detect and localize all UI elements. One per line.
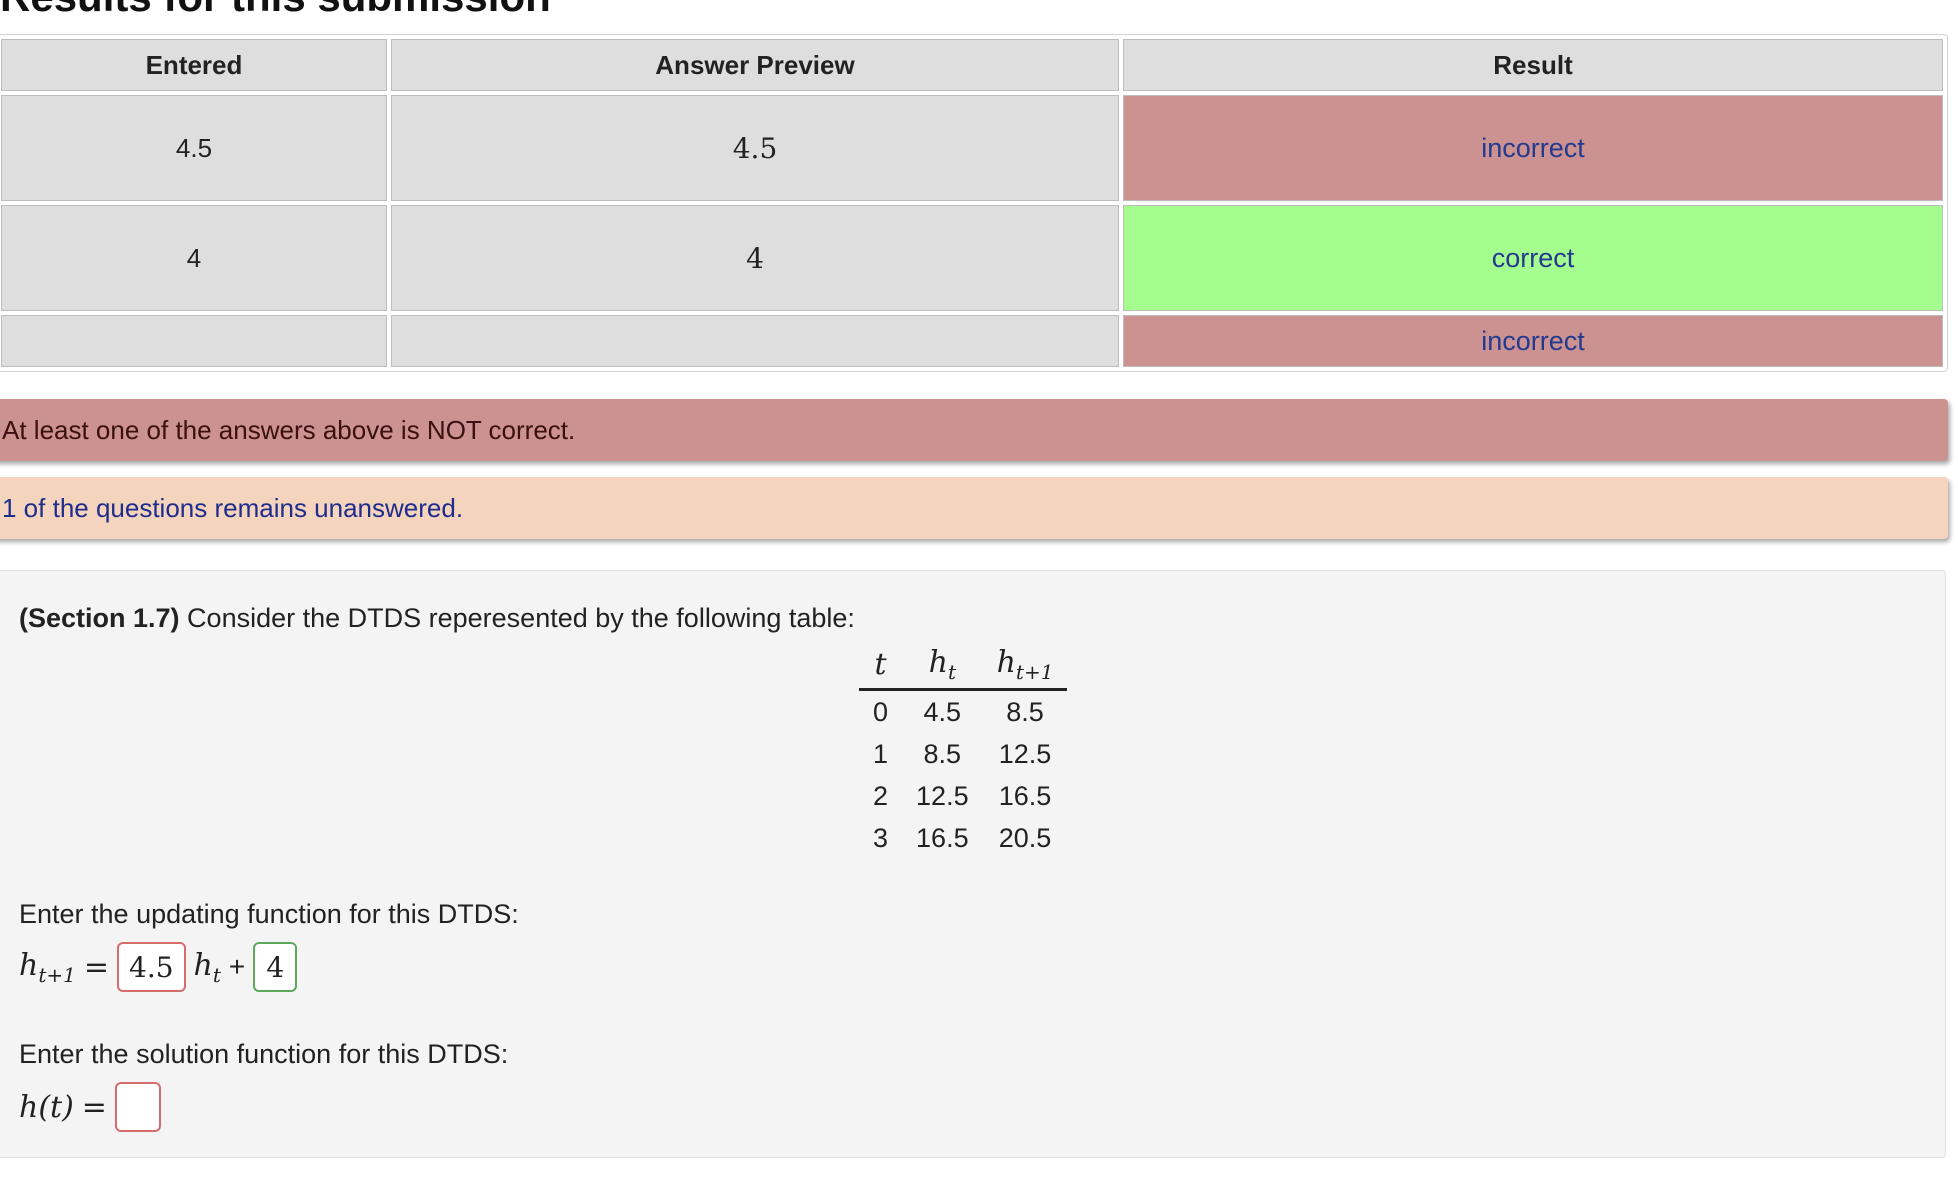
results-header-row: Entered Answer Preview Result bbox=[1, 39, 1943, 91]
dtds-header-ht1: ht+1 bbox=[982, 643, 1068, 691]
table-row: 4 4 correct bbox=[1, 205, 1943, 311]
column-header-answer-preview: Answer Preview bbox=[391, 39, 1119, 91]
dtds-header-row: t ht ht+1 bbox=[859, 643, 1068, 691]
updating-function-prompt: Enter the updating function for this DTD… bbox=[19, 899, 519, 929]
plus-sign: + bbox=[228, 951, 246, 982]
section-label: (Section 1.7) bbox=[19, 603, 180, 633]
dtds-cell: 8.5 bbox=[923, 738, 962, 769]
table-row: incorrect bbox=[1, 315, 1943, 367]
answer-input-constant[interactable]: 4 bbox=[253, 942, 298, 992]
answer-preview-cell: 4.5 bbox=[391, 95, 1119, 201]
dtds-cell: 2 bbox=[873, 780, 889, 811]
answer-input-solution[interactable] bbox=[114, 1082, 161, 1132]
incorrect-answers-alert: At least one of the answers above is NOT… bbox=[0, 399, 1948, 461]
dtds-cell: 3 bbox=[873, 822, 889, 853]
column-header-entered: Entered bbox=[1, 39, 387, 91]
answer-preview-cell bbox=[391, 315, 1119, 367]
solution-function-prompt: Enter the solution function for this DTD… bbox=[19, 1039, 509, 1069]
result-cell-correct: correct bbox=[1123, 205, 1943, 311]
results-table: Entered Answer Preview Result 4.5 4.5 in… bbox=[0, 34, 1948, 372]
dtds-row: 3 16.5 20.5 bbox=[859, 817, 1067, 859]
page-heading: Results for this submission bbox=[0, 0, 551, 21]
problem-statement: (Section 1.7) Consider the DTDS repe­res… bbox=[19, 603, 855, 634]
alert-text: At least one of the answers above is NOT… bbox=[2, 414, 576, 445]
lhs-h-of-t: h(t) bbox=[19, 1089, 74, 1125]
problem-panel: (Section 1.7) Consider the DTDS repe­res… bbox=[0, 570, 1946, 1158]
solution-function-equation: h(t) = bbox=[19, 1079, 161, 1135]
answer-input-coefficient[interactable]: 4.5 bbox=[117, 942, 186, 992]
dtds-cell: 0 bbox=[873, 696, 889, 727]
lhs-h-t-plus-1: ht+1 bbox=[19, 947, 76, 987]
equals-sign: = bbox=[81, 1089, 107, 1125]
result-cell-incorrect: incorrect bbox=[1123, 95, 1943, 201]
dtds-cell: 16.5 bbox=[916, 822, 969, 853]
dtds-row: 1 8.5 12.5 bbox=[859, 733, 1067, 775]
equals-sign: = bbox=[83, 949, 109, 985]
unanswered-alert: 1 of the questions remains unanswered. bbox=[0, 477, 1948, 539]
dtds-row: 2 12.5 16.5 bbox=[859, 775, 1067, 817]
problem-intro-text: Consider the DTDS repe­resented by the f… bbox=[179, 603, 855, 633]
dtds-cell: 1 bbox=[873, 738, 889, 769]
dtds-cell: 8.5 bbox=[1006, 696, 1044, 727]
dtds-cell: 12.5 bbox=[998, 738, 1052, 769]
entered-cell bbox=[1, 315, 387, 367]
dtds-table: t ht ht+1 0 4.5 8.5 1 8.5 12.5 2 12.5 16… bbox=[859, 643, 1068, 859]
dtds-cell: 12.5 bbox=[916, 780, 969, 811]
dtds-cell: 20.5 bbox=[998, 822, 1052, 853]
dtds-cell: 16.5 bbox=[998, 780, 1052, 811]
entered-cell: 4.5 bbox=[1, 95, 387, 201]
entered-cell: 4 bbox=[1, 205, 387, 311]
h-t-term: ht bbox=[193, 947, 221, 987]
table-row: 4.5 4.5 incorrect bbox=[1, 95, 1943, 201]
dtds-header-ht: ht bbox=[902, 643, 983, 691]
result-cell-incorrect: incorrect bbox=[1123, 315, 1943, 367]
dtds-row: 0 4.5 8.5 bbox=[859, 690, 1067, 734]
alert-text: 1 of the questions remains unanswered. bbox=[2, 492, 464, 523]
updating-function-equation: ht+1 = 4.5 ht + 4 bbox=[19, 939, 298, 995]
dtds-header-t: t bbox=[859, 643, 903, 691]
column-header-result: Result bbox=[1123, 39, 1943, 91]
dtds-cell: 4.5 bbox=[923, 696, 962, 727]
answer-preview-cell: 4 bbox=[391, 205, 1119, 311]
